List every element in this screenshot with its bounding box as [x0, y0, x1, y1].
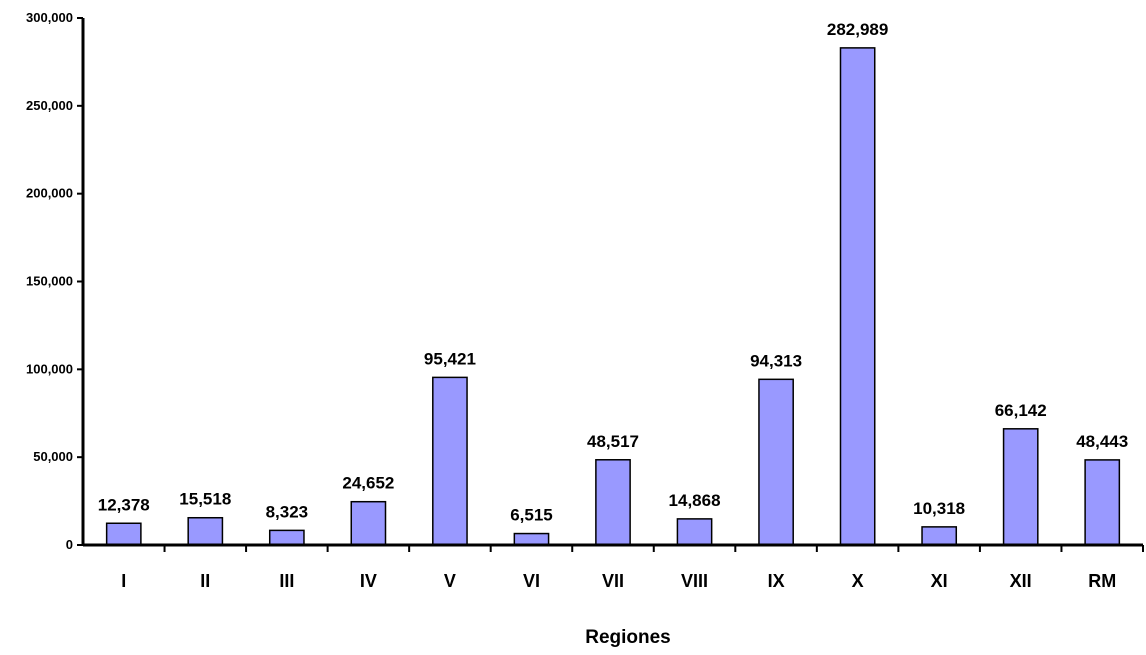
bar-v [432, 376, 468, 546]
y-tick-label: 200,000 [26, 186, 73, 201]
category-label: XI [931, 571, 948, 591]
data-label: 8,323 [266, 502, 309, 521]
labels-group: 0 50,000 100,000 150,000 200,000 250,000 300,0… [26, 10, 1128, 591]
data-label: 95,421 [424, 349, 476, 368]
x-axis-title: Regiones [585, 627, 671, 648]
bar-i [105, 522, 142, 546]
y-tick-label: 0 [66, 537, 73, 552]
category-label: VI [523, 571, 540, 591]
data-label: 48,443 [1076, 432, 1128, 451]
data-label: 6,515 [510, 506, 553, 525]
bars-group [105, 47, 1121, 546]
data-label: 48,517 [587, 432, 639, 451]
data-label: 14,868 [669, 491, 721, 510]
bar-viii [676, 518, 713, 546]
y-tick-label: 50,000 [33, 449, 73, 464]
bar-xii [1002, 428, 1039, 546]
bar-iv [350, 500, 387, 546]
data-label: 282,989 [827, 20, 888, 39]
bar-rm [1084, 459, 1121, 546]
y-tick-label: 150,000 [26, 274, 73, 289]
category-label: V [444, 571, 456, 591]
category-label: X [852, 571, 864, 591]
category-label: VII [602, 571, 624, 591]
data-label: 94,313 [750, 351, 802, 370]
data-label: 12,378 [98, 495, 150, 514]
bar-vii [595, 459, 631, 546]
category-label: RM [1088, 571, 1116, 591]
data-label: 15,518 [179, 490, 231, 509]
category-label: III [279, 571, 294, 591]
y-tick-label: 250,000 [26, 98, 73, 113]
bar-iii [268, 529, 305, 546]
data-label: 24,652 [342, 474, 394, 493]
bar-xi [921, 526, 958, 546]
bar-ii [187, 516, 224, 546]
category-label: XII [1010, 571, 1032, 591]
category-label: IV [360, 571, 377, 591]
bar-x [839, 47, 876, 546]
category-label: VIII [681, 571, 708, 591]
bar-vi [513, 532, 550, 546]
bar-ix [758, 378, 794, 546]
category-label: II [200, 571, 210, 591]
y-tick-label: 300,000 [26, 10, 73, 25]
category-label: I [121, 571, 126, 591]
y-tick-label: 100,000 [26, 361, 73, 376]
data-label: 10,318 [913, 499, 965, 518]
data-label: 66,142 [995, 401, 1047, 420]
category-label: IX [768, 571, 785, 591]
